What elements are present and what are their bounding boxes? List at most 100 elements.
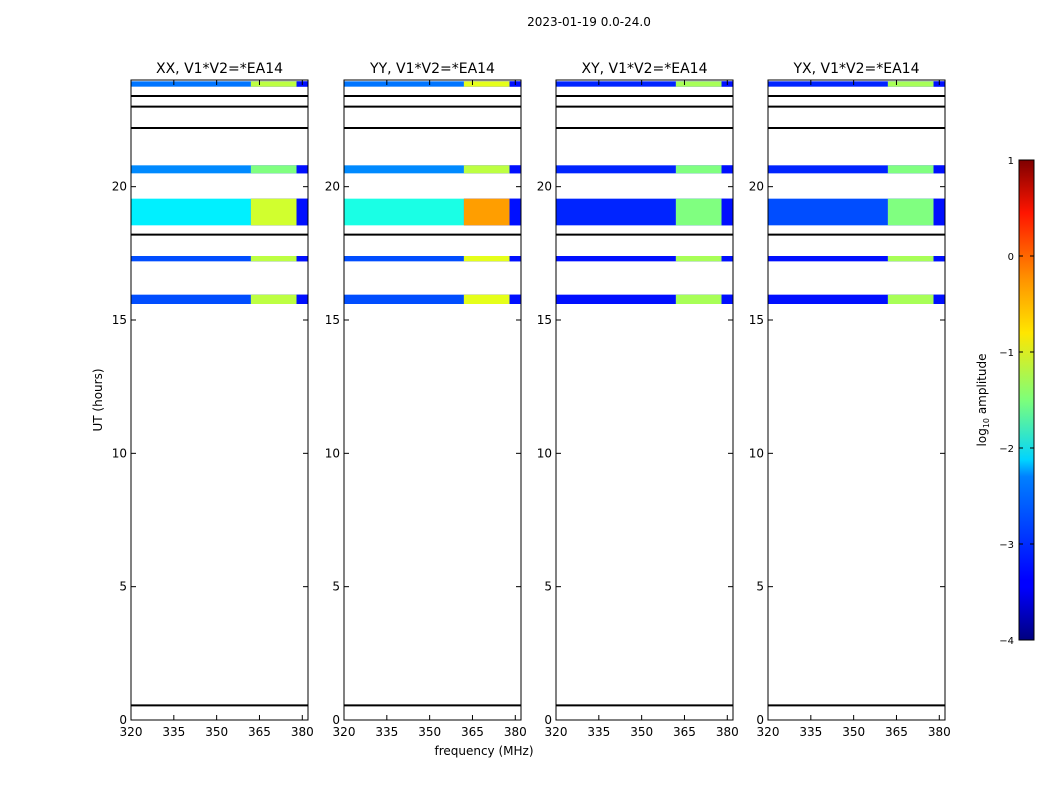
colorbar: 1 0 −1 −2 −3 −4 log10 amplitude	[975, 156, 1035, 647]
heatmap-band	[887, 256, 934, 262]
x-tick-label: 350	[205, 725, 228, 739]
colorbar-tick-label: −1	[999, 348, 1014, 359]
y-tick-label: 10	[537, 446, 552, 460]
heatmap-band	[250, 165, 297, 174]
x-tick-label: 365	[885, 725, 908, 739]
x-tick-label: 320	[757, 725, 780, 739]
heatmap-band-edge	[933, 165, 945, 174]
colorbar-tick-label: 1	[1008, 156, 1014, 167]
heatmap-band	[344, 165, 464, 174]
heatmap-band	[675, 256, 722, 262]
y-tick-label: 5	[332, 580, 340, 594]
x-tick-label: 350	[842, 725, 865, 739]
x-tick-label: 350	[630, 725, 653, 739]
y-tick-label: 20	[537, 180, 552, 194]
heatmap-band-edge	[933, 294, 945, 304]
heatmap-band	[768, 165, 888, 174]
heatmap-band	[344, 81, 464, 87]
x-tick-label: 365	[673, 725, 696, 739]
heatmap-band	[250, 294, 297, 304]
heatmap-band	[131, 256, 251, 262]
heatmap-band	[463, 198, 510, 226]
heatmap-band	[250, 256, 297, 262]
x-tick-label: 380	[504, 725, 527, 739]
x-tick-label: 320	[333, 725, 356, 739]
heatmap-band	[556, 294, 676, 304]
heatmap-band-edge	[933, 198, 945, 226]
panel-title: XX, V1*V2=*EA14	[156, 61, 283, 77]
colorbar-tick-label: 0	[1008, 252, 1014, 263]
panel-frame	[343, 79, 522, 721]
heatmap-band	[556, 165, 676, 174]
panel-frame	[555, 79, 734, 721]
x-tick-label: 380	[291, 725, 314, 739]
x-tick-label: 350	[418, 725, 441, 739]
y-tick-label: 0	[332, 713, 340, 727]
y-tick-label: 0	[119, 713, 127, 727]
heatmap-band-edge	[296, 256, 308, 262]
heatmap-band	[768, 256, 888, 262]
y-tick-label: 15	[325, 313, 340, 327]
heatmap-band	[463, 256, 510, 262]
y-tick-label: 0	[756, 713, 764, 727]
heatmap-band-edge	[296, 294, 308, 304]
heatmap-band	[887, 294, 934, 304]
heatmap-band-edge	[721, 165, 733, 174]
x-tick-label: 320	[120, 725, 143, 739]
heatmap-band	[344, 256, 464, 262]
heatmap-band-edge	[296, 165, 308, 174]
heatmap-band	[887, 165, 934, 174]
heatmap-band	[675, 198, 722, 226]
colorbar-gradient	[1018, 159, 1035, 641]
heatmap-band	[344, 294, 464, 304]
heatmap-band	[768, 294, 888, 304]
heatmap-band	[556, 81, 676, 87]
heatmap-band	[463, 165, 510, 174]
heatmap-band	[131, 198, 251, 226]
panel-3: XY, V1*V2=*EA14 320 335 350 365 380 0 5 10 15 20	[537, 61, 739, 739]
heatmap-band	[887, 81, 934, 87]
y-tick-label: 5	[756, 580, 764, 594]
heatmap-band	[887, 198, 934, 226]
panel-frame	[130, 79, 309, 721]
heatmap-band	[463, 294, 510, 304]
x-tick-label: 365	[248, 725, 271, 739]
heatmap-band-edge	[296, 198, 308, 226]
colorbar-tick-label: −4	[999, 636, 1014, 647]
y-tick-label: 15	[537, 313, 552, 327]
heatmap-band	[250, 198, 297, 226]
y-tick-label: 15	[749, 313, 764, 327]
heatmap-band-edge	[509, 165, 521, 174]
x-tick-label: 320	[545, 725, 568, 739]
heatmap-band	[675, 165, 722, 174]
panel-1: XX, V1*V2=*EA14 320 335 350 365 380 0 5 10 15 20	[112, 61, 314, 739]
heatmap-band-edge	[933, 256, 945, 262]
panel-title: YX, V1*V2=*EA14	[793, 61, 920, 77]
y-tick-label: 5	[544, 580, 552, 594]
y-tick-label: 5	[119, 580, 127, 594]
panel-frame	[767, 79, 946, 721]
y-tick-label: 20	[325, 180, 340, 194]
y-axis-label: UT (hours)	[91, 368, 105, 431]
x-tick-label: 335	[587, 725, 610, 739]
heatmap-band	[250, 81, 297, 87]
x-tick-label: 380	[928, 725, 951, 739]
heatmap-band-edge	[509, 256, 521, 262]
x-axis-label: frequency (MHz)	[434, 744, 533, 758]
heatmap-band	[768, 198, 888, 226]
heatmap-band-edge	[721, 198, 733, 226]
colorbar-label: log10 amplitude	[975, 354, 991, 447]
heatmap-band	[768, 81, 888, 87]
heatmap-band	[463, 81, 510, 87]
y-tick-label: 10	[112, 446, 127, 460]
heatmap-band-edge	[509, 294, 521, 304]
heatmap-band	[675, 294, 722, 304]
heatmap-band	[131, 294, 251, 304]
panel-title: YY, V1*V2=*EA14	[369, 61, 495, 77]
heatmap-band-edge	[509, 198, 521, 226]
y-tick-label: 15	[112, 313, 127, 327]
heatmap-band	[556, 256, 676, 262]
y-tick-label: 20	[749, 180, 764, 194]
x-tick-label: 335	[162, 725, 185, 739]
